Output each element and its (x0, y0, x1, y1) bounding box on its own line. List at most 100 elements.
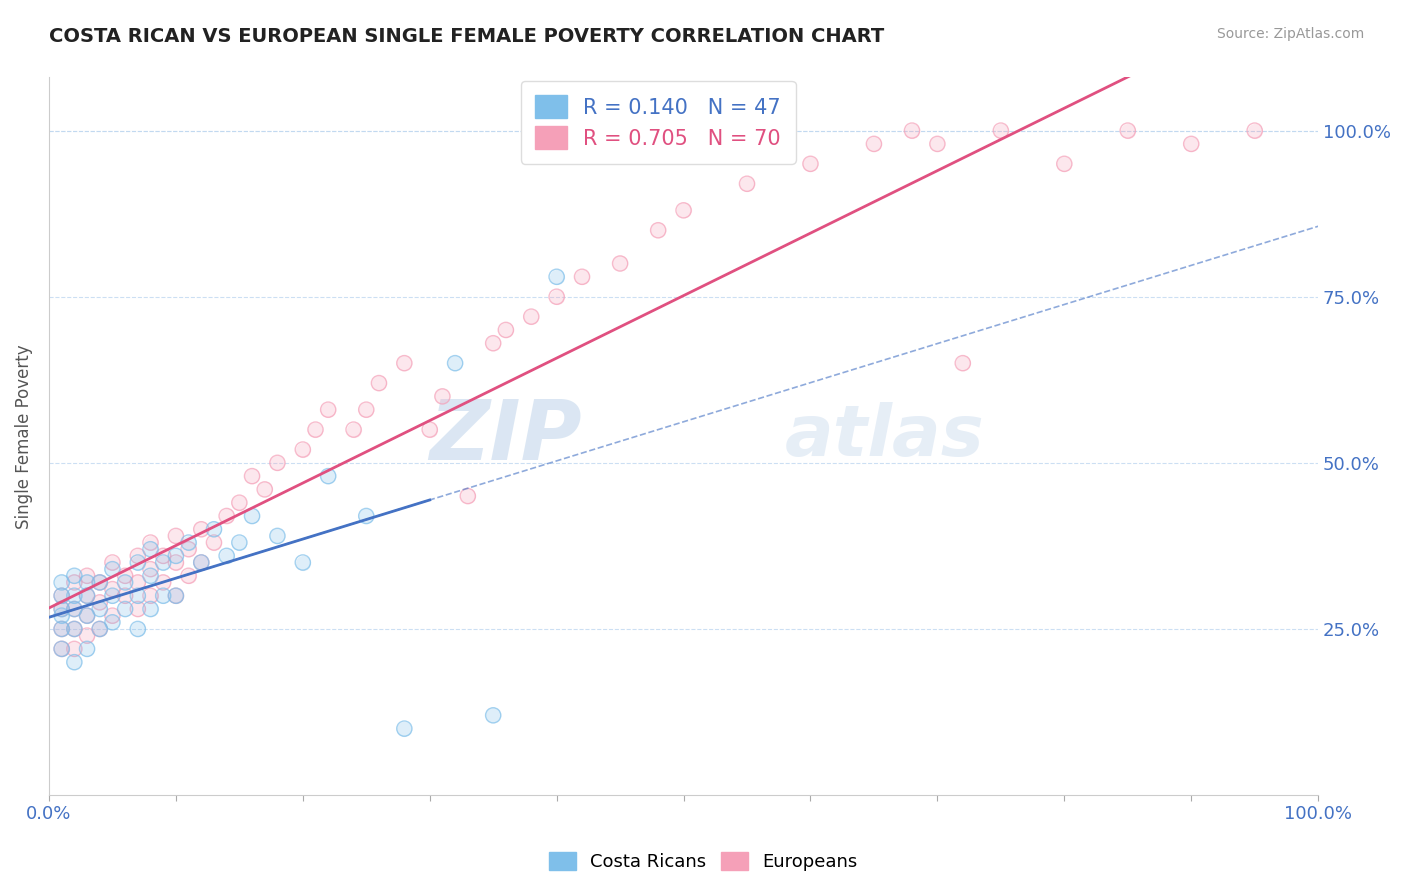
Point (799, 157, 821, 171)
Point (76, 589, 98, 603)
Point (51, 622, 73, 636)
Point (63, 575, 86, 590)
Point (368, 376, 391, 390)
Point (202, 522, 225, 536)
Point (139, 602, 162, 616)
Point (419, 423, 441, 437)
Point (647, 223, 669, 237)
Point (89, 622, 111, 636)
Point (228, 535, 250, 549)
Point (457, 489, 479, 503)
Point (215, 508, 238, 523)
Point (356, 508, 378, 523)
Point (316, 402, 339, 417)
Point (152, 556, 174, 570)
Point (304, 423, 326, 437)
Point (927, 136, 949, 151)
Point (482, 708, 505, 723)
Point (76, 569, 98, 583)
Point (139, 535, 162, 549)
Point (101, 556, 124, 570)
Point (152, 556, 174, 570)
Point (127, 602, 149, 616)
Point (76, 641, 98, 656)
Point (76, 589, 98, 603)
Point (114, 602, 136, 616)
Point (152, 589, 174, 603)
Point (63, 622, 86, 636)
Point (51, 602, 73, 616)
Point (316, 402, 339, 417)
Point (89, 575, 111, 590)
Point (482, 336, 505, 351)
Point (51, 602, 73, 616)
Point (190, 522, 212, 536)
Point (51, 602, 73, 616)
Text: COSTA RICAN VS EUROPEAN SINGLE FEMALE POVERTY CORRELATION CHART: COSTA RICAN VS EUROPEAN SINGLE FEMALE PO… (49, 27, 884, 45)
Point (114, 589, 136, 603)
Point (266, 529, 288, 543)
Point (190, 556, 212, 570)
Point (152, 575, 174, 590)
Point (571, 269, 593, 284)
Point (291, 442, 314, 457)
Point (76, 575, 98, 590)
Point (89, 622, 111, 636)
Point (394, 356, 416, 370)
Point (266, 529, 288, 543)
Point (51, 641, 73, 656)
Point (457, 489, 479, 503)
Point (51, 622, 73, 636)
Point (342, 423, 364, 437)
Text: Source: ZipAtlas.com: Source: ZipAtlas.com (1216, 27, 1364, 41)
Point (76, 608, 98, 623)
Point (139, 535, 162, 549)
Point (228, 496, 250, 510)
Point (165, 529, 187, 543)
Point (177, 535, 200, 549)
Point (76, 629, 98, 643)
Point (76, 608, 98, 623)
Point (1243, 123, 1265, 137)
Point (901, 123, 924, 137)
Y-axis label: Single Female Poverty: Single Female Poverty (15, 344, 32, 529)
Point (495, 323, 517, 337)
Point (394, 722, 416, 736)
Point (63, 641, 86, 656)
Point (76, 629, 98, 643)
Point (927, 136, 949, 151)
Point (190, 556, 212, 570)
Point (89, 595, 111, 609)
Point (356, 402, 378, 417)
Point (609, 256, 631, 270)
Point (101, 582, 124, 596)
Point (165, 589, 187, 603)
Point (609, 256, 631, 270)
Point (139, 589, 162, 603)
Point (63, 575, 86, 590)
Point (127, 589, 149, 603)
Point (101, 608, 124, 623)
Point (901, 123, 924, 137)
Point (444, 356, 467, 370)
Point (215, 549, 238, 563)
Point (139, 589, 162, 603)
Point (190, 522, 212, 536)
Point (51, 589, 73, 603)
Point (432, 389, 454, 403)
Point (495, 323, 517, 337)
Point (127, 556, 149, 570)
Point (127, 602, 149, 616)
Point (127, 622, 149, 636)
Point (304, 423, 326, 437)
Point (89, 602, 111, 616)
Point (101, 615, 124, 630)
Point (165, 589, 187, 603)
Point (1180, 136, 1202, 151)
Point (990, 123, 1012, 137)
Point (952, 356, 974, 370)
Point (177, 569, 200, 583)
Point (253, 483, 276, 497)
Point (63, 602, 86, 616)
Point (1116, 123, 1139, 137)
